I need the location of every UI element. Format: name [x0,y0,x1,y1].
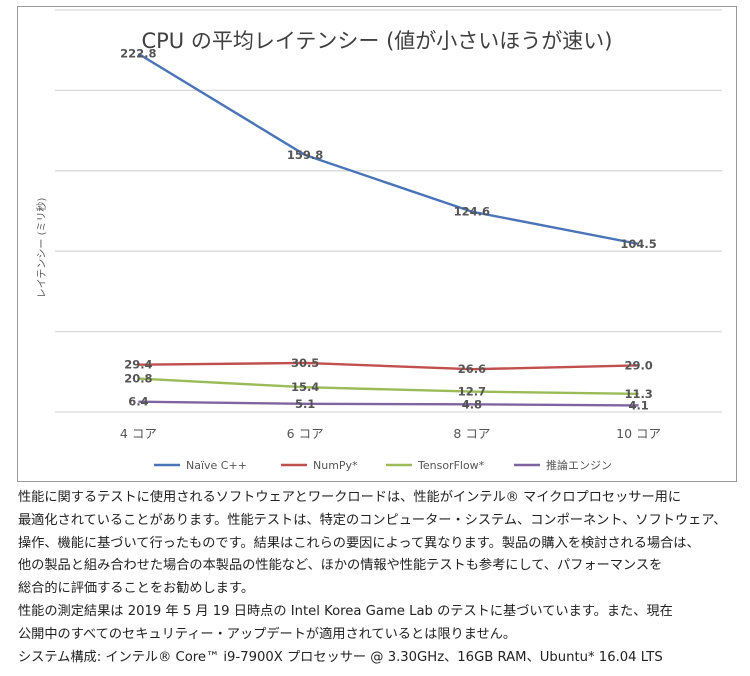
footnote-line: 操作、機能に基づいて行ったものです。結果はこれらの要因によって異なります。製品の… [18,535,700,551]
x-tick-label: 8 コア [453,426,490,441]
series-line [138,400,639,407]
data-label: 15.4 [291,380,319,394]
footnote-line: 性能の測定結果は 2019 年 5 月 19 日時点の Intel Korea … [18,603,673,619]
legend-label: NumPy* [313,459,358,472]
data-label: 4.1 [628,398,648,412]
data-label: 159.8 [287,148,323,162]
data-label: 29.0 [624,358,652,372]
y-axis-label: レイテンシー (ミリ秒) [35,198,48,299]
data-label: 5.1 [295,397,315,411]
data-label: 20.8 [124,372,152,386]
data-label: 11.3 [624,387,652,401]
footnote-line: 総合的に評価することをお勧めします。 [18,581,255,597]
legend-label: 推論エンジン [546,458,612,472]
series-line [138,361,639,371]
data-label: 26.6 [458,362,486,376]
legend-label: Naïve C++ [186,459,247,472]
data-label: 124.6 [454,205,490,219]
chart-frame: CPU の平均レイテンシー (値が小さいほうが速い) レイテンシー (ミリ秒) 4 … [17,6,737,482]
footnote-line: 性能に関するテストに使用されるソフトウェアとワークロードは、性能がインテル® マ… [18,490,682,505]
legend-label: TensorFlow* [417,459,485,472]
data-label: 30.5 [291,356,319,370]
x-tick-label: 6 コア [287,426,324,441]
series-line [137,52,639,246]
footnote-line: システム構成: インテル® Core™ i9-7900X プロセッサー @ 3.… [18,649,663,665]
x-tick-label: 10 コア [616,426,661,441]
data-label: 222.8 [120,47,156,61]
data-label: 6.4 [128,395,148,409]
data-label: 4.8 [462,397,482,411]
footnote-line: 他の製品と組み合わせた場合の本製品の性能など、ほかの情報や性能テストも参考にして… [18,558,663,574]
data-label: 104.5 [620,237,656,251]
chart-title: CPU の平均レイテンシー (値が小さいほうが速い) [141,29,612,53]
data-label: 29.4 [124,358,152,372]
footnotes: 性能に関するテストに使用されるソフトウェアとワークロードは、性能がインテル® マ… [18,487,746,669]
series-line [138,377,639,396]
footnote-line: 公開中のすべてのセキュリティー・アップデートが適用されているとは限りません。 [18,626,517,642]
footnote-line: 最適化されていることがあります。性能テストは、特定のコンピューター・システム、コ… [18,512,727,528]
latency-line-chart: CPU の平均レイテンシー (値が小さいほうが速い) レイテンシー (ミリ秒) 4 … [35,9,722,472]
x-tick-label: 4 コア [120,426,157,441]
data-label: 12.7 [458,385,486,399]
